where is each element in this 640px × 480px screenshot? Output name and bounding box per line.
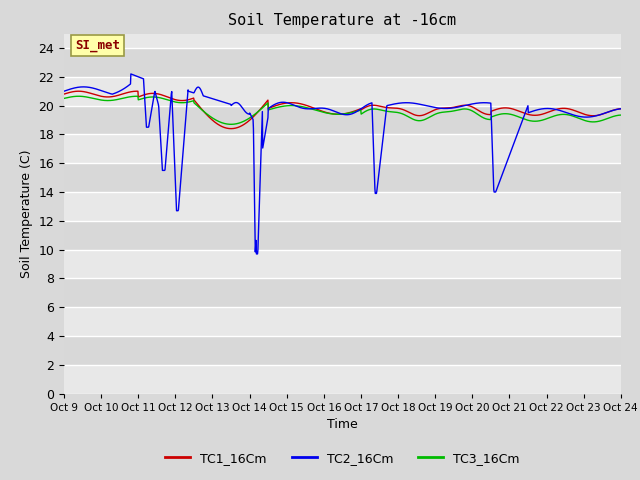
Bar [64, 134, 621, 163]
Bar [64, 77, 621, 106]
Bar [64, 192, 621, 221]
X-axis label: Time: Time [327, 418, 358, 431]
Legend: TC1_16Cm, TC2_16Cm, TC3_16Cm: TC1_16Cm, TC2_16Cm, TC3_16Cm [160, 447, 525, 469]
Y-axis label: Soil Temperature (C): Soil Temperature (C) [20, 149, 33, 278]
Bar [64, 278, 621, 307]
Bar [64, 336, 621, 365]
Bar [64, 19, 621, 48]
Title: Soil Temperature at -16cm: Soil Temperature at -16cm [228, 13, 456, 28]
Bar [64, 106, 621, 134]
Bar [64, 163, 621, 192]
Bar [64, 250, 621, 278]
Bar [64, 365, 621, 394]
Text: SI_met: SI_met [75, 39, 120, 52]
Bar [64, 307, 621, 336]
Bar [64, 48, 621, 77]
Bar [64, 221, 621, 250]
